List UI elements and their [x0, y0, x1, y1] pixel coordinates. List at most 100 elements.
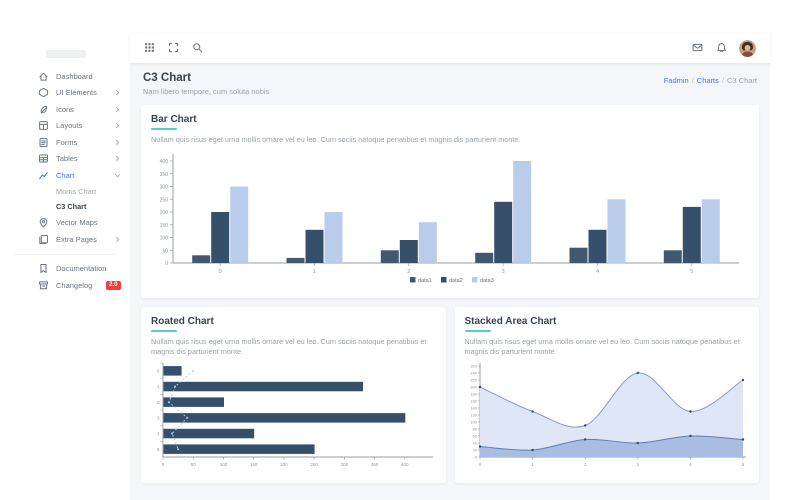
fullscreen-icon[interactable] — [168, 42, 180, 54]
chevron-right-icon — [114, 106, 121, 113]
sidebar-item-label: Icons — [56, 104, 74, 114]
svg-text:3: 3 — [636, 462, 639, 467]
chevron-right-icon — [114, 122, 121, 129]
svg-text:5: 5 — [157, 447, 160, 452]
bar-card-title: Bar Chart — [151, 114, 197, 125]
page-header: C3 Chart Nam libero tempore, cum soluta … — [141, 70, 759, 105]
sidebar-item-label: Chart — [56, 170, 75, 180]
breadcrumb-fadmin[interactable]: Fadmin — [663, 76, 689, 85]
mail-icon[interactable] — [692, 42, 704, 54]
svg-text:0: 0 — [157, 369, 160, 374]
svg-text:4: 4 — [157, 432, 160, 437]
legend-item-data1[interactable]: data1 — [410, 277, 432, 284]
sidebar-item-icons[interactable]: Icons — [0, 101, 130, 118]
rotated-bar-chart[interactable]: 0 50 100 150 200 250 300 350 400 0 1 2 3 4 5 — [151, 361, 435, 473]
sidebar-item-changelog[interactable]: Changelog 2.0 — [0, 277, 130, 294]
page-subtitle: Nam libero tempore, cum soluta nobis — [143, 87, 270, 96]
svg-text:1: 1 — [157, 385, 160, 390]
stacked-area-chart[interactable]: 0 20 40 60 80 100 120 140 160 180 200 220 240 260 0 1 2 3… — [465, 361, 749, 473]
changelog-icon — [38, 280, 49, 291]
sidebar-item-tables[interactable]: Tables — [0, 151, 130, 168]
icons-icon — [38, 104, 49, 115]
sidebar-item-forms[interactable]: Forms — [0, 134, 130, 151]
svg-text:250: 250 — [160, 197, 169, 203]
chevron-down-icon — [114, 172, 121, 179]
sidebar-item-documentation[interactable]: Documentation — [0, 261, 130, 278]
sidebar-item-label: Dashboard — [56, 71, 93, 81]
svg-text:140: 140 — [470, 406, 477, 411]
svg-text:100: 100 — [160, 236, 169, 242]
svg-text:2: 2 — [407, 269, 410, 275]
svg-text:0: 0 — [162, 462, 165, 467]
forms-icon — [38, 137, 49, 148]
chevron-right-icon — [114, 89, 121, 96]
bar-card-description: Nullam quis risus eget urna mollis ornar… — [151, 135, 521, 144]
bell-icon[interactable] — [716, 42, 728, 54]
sidebar-item-layouts[interactable]: Layouts — [0, 118, 130, 135]
svg-text:180: 180 — [470, 392, 477, 397]
area-card-title: Stacked Area Chart — [464, 316, 557, 327]
svg-text:0: 0 — [219, 269, 222, 275]
sidebar-item-label: Vector Maps — [56, 218, 98, 228]
svg-text:20: 20 — [472, 448, 477, 453]
doc-icon — [38, 263, 49, 274]
search-icon[interactable] — [192, 42, 204, 54]
app-logo[interactable] — [46, 50, 86, 58]
svg-text:200: 200 — [160, 210, 169, 216]
sidebar-item-label: Changelog — [56, 280, 93, 290]
sidebar-item-dashboard[interactable]: Dashboard — [0, 68, 130, 85]
chart-icon — [38, 170, 49, 181]
svg-text:2: 2 — [157, 400, 160, 405]
sidebar-subitem-morris-chart[interactable]: Morris Chart — [56, 186, 97, 196]
sidebar-item-label: Layouts — [56, 121, 83, 131]
legend-item-data2[interactable]: data2 — [441, 277, 463, 284]
legend-item-data3[interactable]: data3 — [472, 277, 494, 284]
svg-text:3: 3 — [157, 416, 160, 421]
svg-text:5: 5 — [690, 269, 693, 275]
sidebar-item-vector-maps[interactable]: Vector Maps — [0, 215, 130, 232]
sidebar-divider — [14, 253, 116, 255]
sidebar-item-label: Extra Pages — [56, 234, 97, 244]
bar-chart-card: Bar Chart Nullam quis risus eget urna mo… — [141, 105, 759, 298]
sidebar-item-label: Forms — [56, 137, 78, 147]
map-icon — [38, 217, 49, 228]
svg-text:250: 250 — [310, 462, 318, 467]
title-underline — [464, 330, 491, 332]
page-title: C3 Chart — [143, 72, 191, 84]
sidebar-item-ui-elements[interactable]: UI Elements — [0, 85, 130, 102]
menu-grid-icon[interactable] — [144, 42, 156, 54]
svg-text:data3: data3 — [480, 278, 494, 284]
svg-text:260: 260 — [470, 364, 477, 369]
svg-text:40: 40 — [472, 441, 477, 446]
rotated-card-description: Nullam quis risus eget urna mollis ornar… — [151, 337, 427, 357]
svg-text:220: 220 — [470, 378, 477, 383]
chevron-right-icon — [114, 155, 121, 162]
sidebar: Dashboard UI Elements Icons Layouts Forms Tab… — [0, 0, 130, 500]
sidebar-item-extra-pages[interactable]: Extra Pages — [0, 231, 130, 248]
ui-icon — [38, 87, 49, 98]
layouts-icon — [38, 120, 49, 131]
svg-text:1: 1 — [313, 269, 316, 275]
breadcrumb-charts[interactable]: Charts — [696, 76, 719, 85]
svg-text:data1: data1 — [418, 278, 432, 284]
sidebar-item-label: UI Elements — [56, 88, 97, 98]
svg-text:300: 300 — [341, 462, 349, 467]
svg-text:1: 1 — [531, 462, 534, 467]
title-underline — [151, 128, 177, 130]
svg-text:60: 60 — [472, 434, 477, 439]
svg-text:350: 350 — [160, 172, 169, 178]
area-card-description: Nullam quis risus eget urna mollis ornar… — [464, 337, 740, 357]
pages-icon — [38, 234, 49, 245]
sidebar-item-chart[interactable]: Chart — [0, 167, 130, 184]
svg-text:120: 120 — [470, 413, 477, 418]
svg-text:100: 100 — [220, 462, 228, 467]
svg-text:50: 50 — [162, 248, 168, 254]
svg-text:50: 50 — [191, 462, 197, 467]
svg-text:80: 80 — [472, 427, 477, 432]
user-avatar[interactable] — [739, 39, 756, 57]
bar-chart[interactable]: 0 50 100 150 200 250 300 350 400 0 1 2 3 4 5 data1 data2… — [151, 149, 747, 290]
topbar — [130, 33, 770, 63]
svg-text:4: 4 — [596, 269, 599, 275]
sidebar-subitem-c3-chart[interactable]: C3 Chart — [56, 202, 87, 212]
home-icon — [38, 71, 49, 82]
